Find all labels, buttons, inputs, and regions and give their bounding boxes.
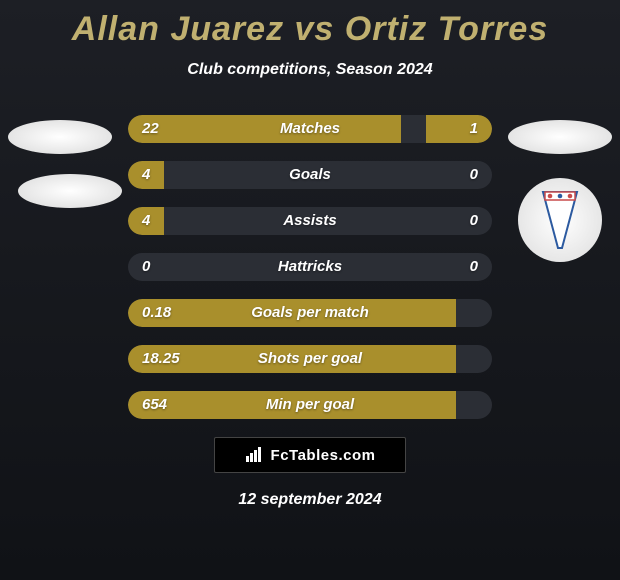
stats-panel: 22Matches14Goals04Assists00Hattricks00.1…: [128, 115, 492, 419]
stat-row: 0Hattricks0: [128, 253, 492, 281]
stat-label: Matches: [128, 115, 492, 143]
stat-row: 654Min per goal: [128, 391, 492, 419]
watermark-badge: FcTables.com: [214, 437, 406, 473]
subtitle: Club competitions, Season 2024: [0, 61, 620, 79]
stat-label: Hattricks: [128, 253, 492, 281]
player-photo-left: [8, 120, 112, 154]
stat-label: Goals: [128, 161, 492, 189]
stat-value-right: 0: [470, 161, 478, 189]
date-label: 12 september 2024: [0, 491, 620, 509]
stat-row: 0.18Goals per match: [128, 299, 492, 327]
stat-label: Assists: [128, 207, 492, 235]
stat-row: 4Goals0: [128, 161, 492, 189]
page-title: Allan Juarez vs Ortiz Torres: [0, 0, 620, 49]
pennant-icon: [533, 188, 587, 252]
stat-label: Goals per match: [128, 299, 492, 327]
stat-row: 18.25Shots per goal: [128, 345, 492, 373]
stat-label: Min per goal: [128, 391, 492, 419]
stat-value-right: 0: [470, 207, 478, 235]
stat-row: 22Matches1: [128, 115, 492, 143]
stat-value-right: 0: [470, 253, 478, 281]
team-logo-left: [18, 174, 122, 208]
player-photo-right: [508, 120, 612, 154]
team-logo-right: [518, 178, 602, 262]
stat-row: 4Assists0: [128, 207, 492, 235]
stat-label: Shots per goal: [128, 345, 492, 373]
bars-icon: [245, 447, 265, 463]
stat-value-right: 1: [470, 115, 478, 143]
watermark-text: FcTables.com: [271, 447, 376, 464]
